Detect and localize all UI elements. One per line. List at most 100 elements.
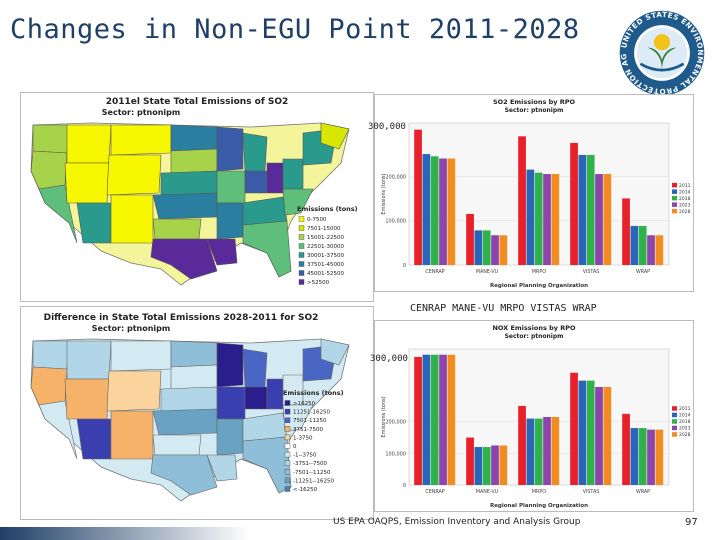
so2-chart-bar-vistas-2018 — [586, 154, 595, 265]
map2-subtitle: Sector: ptnonipm — [92, 324, 170, 333]
map2-legend-swatch — [284, 477, 291, 484]
so2-chart-bar-mane-vu-2018 — [482, 230, 491, 265]
nox-chart-bar-mrpo-2011 — [518, 405, 526, 485]
epa-seal-logo: UNITED STATES ENVIRONMENTAL PROTECTION A… — [617, 8, 705, 96]
map1-legend-swatch — [298, 252, 305, 258]
map2-title: Difference in State Total Emissions 2028… — [44, 313, 319, 323]
map2-legend: Emissions (tons) >16250 11251-16250 7501-1… — [283, 389, 344, 493]
nox-chart-bar-cenrap-2028 — [447, 354, 456, 485]
nox-chart-bar-vistas-2023 — [595, 386, 603, 485]
map2-legend-label: -1--3750 — [293, 453, 317, 459]
nox-chart-legend-label: 2018 — [679, 419, 691, 425]
nox-chart-legend-swatch — [672, 406, 677, 411]
so2-2011-map: 2011el State Total Emissions of SO2 Sect… — [30, 97, 358, 286]
nox-chart-bar-vistas-2011 — [570, 372, 578, 485]
nox-chart-bar-wrap-2018 — [638, 428, 647, 485]
so2-chart-ytick-label: 100,000 — [385, 219, 406, 225]
so2-chart-bar-vistas-2023 — [595, 174, 603, 265]
so2-chart-legend-swatch — [672, 189, 677, 194]
map2-legend-label: -3751--7500 — [293, 461, 327, 467]
map1-legend-label: 22501-30000 — [307, 244, 344, 250]
nox-chart-bar-cenrap-2018 — [430, 354, 439, 485]
nox-chart-bar-cenrap-2023 — [439, 354, 447, 485]
map1-legend-swatch — [298, 234, 305, 240]
footer-decoration-bar — [0, 527, 250, 540]
nox-chart-xtick-label: MRPO — [532, 489, 546, 495]
so2-chart-legend-swatch — [672, 202, 677, 207]
map1-legend-swatch — [298, 216, 305, 222]
nox-chart-bar-mrpo-2018 — [534, 418, 543, 485]
map1-legend-label: 45001-52500 — [307, 271, 344, 277]
nox-chart-bar-wrap-2011 — [622, 413, 630, 485]
so2-chart-subtitle: Sector: ptnonipm — [505, 107, 564, 114]
so2-chart-bar-vistas-2028 — [603, 174, 612, 265]
so2-chart-bar-wrap-2014 — [630, 225, 639, 265]
so2-chart-legend-swatch — [672, 195, 677, 201]
nox-chart-bar-vistas-2018 — [586, 380, 595, 485]
so2-chart-bar-mane-vu-2014 — [474, 230, 483, 265]
overlay-y-label-top: 300,000 — [368, 122, 406, 132]
nox-chart-title: NOX Emissions by RPO — [492, 324, 576, 332]
so2-2011-map-panel: 2011el State Total Emissions of SO2 Sect… — [20, 92, 374, 302]
so2-chart-legend-label: 2014 — [679, 189, 691, 195]
so2-chart-xtick-label: CENRAP — [425, 269, 444, 275]
map2-legend-swatch — [284, 469, 291, 475]
so2-chart-bar-cenrap-2028 — [447, 158, 456, 265]
nox-chart-xtick-label: CENRAP — [425, 489, 444, 495]
nox-chart-bar-mane-vu-2018 — [482, 447, 491, 485]
so2-chart-bar-cenrap-2018 — [430, 156, 439, 265]
so2-chart-xlabel: Regional Planning Organization — [490, 283, 588, 289]
so2-chart-bar-mane-vu-2011 — [466, 213, 474, 265]
so2-chart-bar-mrpo-2011 — [518, 136, 526, 265]
nox-chart-xtick-label: WRAP — [636, 489, 650, 495]
nox-chart-bar-vistas-2028 — [603, 386, 612, 485]
map2-legend-swatch — [284, 417, 291, 423]
nox-chart-legend-label: 2014 — [679, 413, 691, 419]
nox-chart-bar-mane-vu-2011 — [466, 437, 474, 485]
map1-legend: Emissions (tons) 0-7500 7501-15000 15001-2… — [297, 205, 358, 286]
nox-chart-bar-vistas-2014 — [578, 380, 587, 485]
map2-legend-label: <-16250 — [293, 487, 318, 493]
map1-legend-label: 30001-37500 — [307, 253, 344, 259]
map2-legend-swatch — [284, 460, 291, 466]
map2-legend-swatch — [284, 443, 291, 449]
so2-chart-bar-mrpo-2023 — [543, 174, 551, 265]
nox-chart-ylabel: Emissions (tons) — [381, 396, 387, 437]
so2-chart-bar-mrpo-2018 — [534, 172, 543, 265]
map2-legend-title: Emissions (tons) — [283, 389, 344, 397]
nox-chart-ytick-label: 200,000 — [385, 420, 406, 426]
map2-legend-label: -11251--16250 — [293, 478, 334, 484]
so2-chart-bar-wrap-2028 — [655, 235, 664, 265]
so2-by-rpo-chart-panel: SO2 Emissions by RPO Sector: ptnonipm 0 100… — [374, 94, 694, 292]
so2-chart-xtick-label: VISTAS — [583, 269, 600, 275]
so2-chart-xtick-label: MANE-VU — [476, 269, 499, 275]
map1-legend-swatch — [298, 270, 305, 276]
map1-legend-swatch — [298, 279, 305, 285]
map1-title: 2011el State Total Emissions of SO2 — [106, 97, 289, 107]
overlay-y-label-bottom: 300,000 — [370, 354, 408, 364]
so2-chart-title: SO2 Emissions by RPO — [493, 98, 576, 106]
so2-chart-legend-swatch — [672, 182, 677, 188]
nox-chart-bar-wrap-2023 — [647, 429, 655, 485]
map2-legend-label: -7501--11250 — [293, 470, 331, 476]
map1-legend-swatch — [298, 225, 305, 231]
footer-text: US EPA OAQPS, Emission Inventory and Ana… — [333, 517, 581, 527]
so2-chart-bar-mane-vu-2023 — [491, 235, 499, 265]
so2-chart-ytick-label: 0 — [403, 263, 406, 269]
nox-chart-bar-mrpo-2028 — [551, 417, 560, 485]
nox-chart-bar-cenrap-2014 — [422, 354, 431, 485]
so2-chart-ylabel: Emissions (tons) — [381, 173, 387, 214]
so2-chart-bar-wrap-2023 — [647, 235, 655, 265]
nox-chart-legend-swatch — [672, 419, 677, 424]
so2-chart-legend-label: 2018 — [679, 196, 691, 202]
nox-chart-xtick-label: VISTAS — [583, 489, 600, 495]
so2-chart-bar-cenrap-2014 — [422, 154, 431, 265]
nox-chart-bar-cenrap-2011 — [414, 356, 422, 485]
so2-chart-bar-wrap-2011 — [622, 198, 630, 265]
nox-chart-bar-mane-vu-2014 — [474, 447, 483, 485]
so2-chart-legend-label: 2023 — [679, 202, 691, 208]
map2-legend-label: 1-3750 — [293, 435, 313, 441]
so2-chart-bar-mrpo-2014 — [526, 169, 535, 265]
overlay-category-labels: CENRAP MANE-VU MRPO VISTAS WRAP — [410, 303, 597, 314]
